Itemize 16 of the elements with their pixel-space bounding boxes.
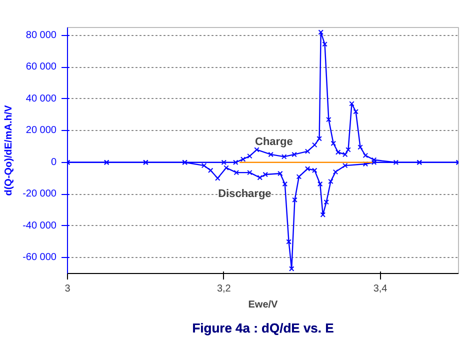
series-label: Charge: [255, 136, 293, 148]
x-tick-label: 3,4: [373, 284, 388, 294]
y-axis-title: d(Q-Qo)/dE/mA.h/V: [4, 104, 15, 196]
x-tick-label: 3,2: [216, 284, 232, 294]
x-tick-label: 3: [64, 284, 71, 294]
series-label: Discharge: [218, 188, 272, 200]
y-tick-label: 40 000: [26, 93, 57, 104]
y-tick-label: 0: [50, 156, 57, 168]
y-tick-label: -40 000: [22, 220, 57, 232]
y-tick-label: 80 000: [26, 30, 57, 41]
y-tick-label: 60 000: [26, 62, 57, 73]
x-axis-title: Ewe/V: [248, 300, 278, 310]
text: Figure 4a : dQ/dE vs. E: [192, 320, 334, 336]
y-tick-label: 20 000: [26, 125, 57, 136]
y-tick-label: -20 000: [22, 188, 57, 200]
y-tick-label: -60 000: [22, 252, 57, 264]
